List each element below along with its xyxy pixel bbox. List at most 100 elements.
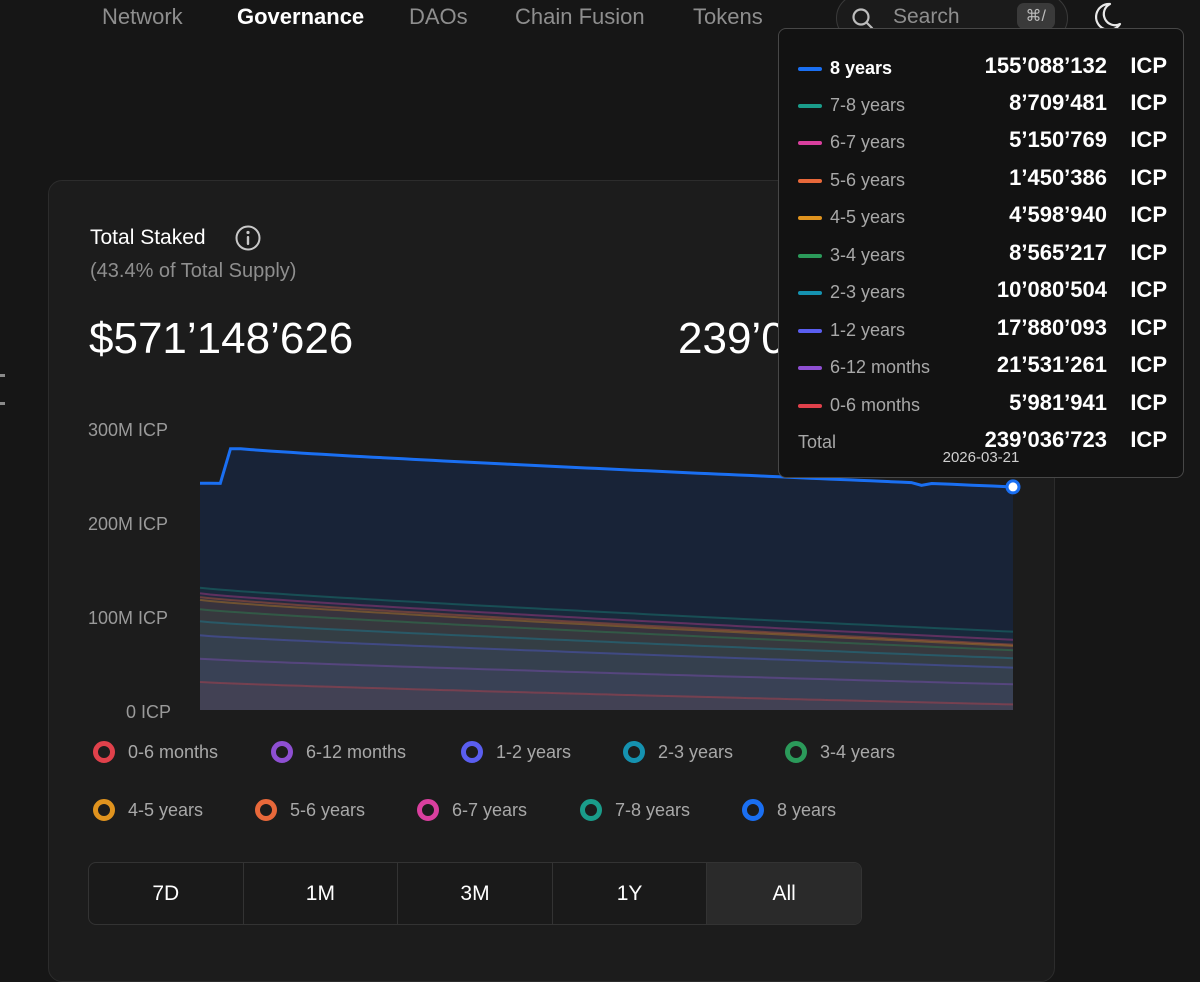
tooltip-unit: ICP [1130,90,1167,115]
series-line-1-2-years [199,634,1014,669]
tooltip-row: 6-12 months 21’531’261 ICP [779,352,1183,384]
legend-item-8-years[interactable]: 8 years [737,794,836,826]
legend-ring [93,799,115,821]
series-area-0-6-months [200,682,1013,710]
tooltip-value: 5’981’941 [1009,390,1107,415]
tooltip-swatch [798,291,822,295]
chart-tooltip: 8 years 155’088’132 ICP 7-8 years 8’709’… [778,28,1184,478]
legend-item-6-7-years[interactable]: 6-7 years [412,794,527,826]
legend-item-3-4-years[interactable]: 3-4 years [780,736,895,768]
side-indicator [0,374,5,377]
series-line-6-7-years [199,592,1014,641]
tooltip-label: 0-6 months [830,395,921,415]
search-shortcut-badge: ⌘/ [1016,3,1055,29]
staking-area-chart[interactable]: 300M ICP 200M ICP 100M ICP 0 ICP [80,410,1040,720]
tooltip-row: 2-3 years 10’080’504 ICP [779,277,1183,309]
tooltip-label: 2-3 years [830,282,906,302]
tooltip-row: 6-7 years 5’150’769 ICP [779,127,1183,159]
legend-ring [461,741,483,763]
legend-item-2-3-years[interactable]: 2-3 years [618,736,733,768]
legend-label: 7-8 years [615,799,691,820]
range-button-3m[interactable]: 3M [398,863,553,924]
series-area-6-12-months [200,658,1013,710]
legend-label: 5-6 years [290,799,366,820]
tooltip-unit: ICP [1130,202,1167,227]
series-line-2-3-years [199,620,1014,660]
hover-point [1005,479,1021,495]
legend-ring-icon [780,736,812,768]
series-line-8-years [199,447,1014,489]
y-tick-label: 200M ICP [88,514,168,534]
legend-ring-icon [412,794,444,826]
legend-item-4-5-years[interactable]: 4-5 years [88,794,203,826]
tooltip-label: 3-4 years [830,245,906,265]
tooltip-swatch [798,179,822,183]
tooltip-swatch [798,67,822,71]
legend-label: 8 years [777,799,837,820]
legend-ring [785,741,807,763]
legend-label: 1-2 years [496,741,572,762]
tooltip-total-unit: ICP [1130,427,1167,452]
tooltip-unit: ICP [1130,352,1167,377]
range-button-1m[interactable]: 1M [244,863,399,924]
legend-ring-icon [250,794,282,826]
series-line-7-8-years [199,586,1014,633]
tooltip-row: 4-5 years 4’598’940 ICP [779,202,1183,234]
tooltip-value: 4’598’940 [1009,202,1107,227]
legend-ring [623,741,645,763]
icp-value: 239’0 [678,314,786,363]
info-icon[interactable] [234,224,262,252]
tooltip-swatch [798,404,822,408]
range-button-1y[interactable]: 1Y [553,863,708,924]
side-indicator [0,402,5,405]
tooltip-value: 1’450’386 [1009,165,1107,190]
tooltip-row: 7-8 years 8’709’481 ICP [779,90,1183,122]
series-area-3-4-years [200,609,1013,710]
series-area-7-8-years [200,587,1013,710]
range-button-7d[interactable]: 7D [89,863,244,924]
tooltip-swatch [798,329,822,333]
legend-ring [93,741,115,763]
legend-ring [742,799,764,821]
y-tick-label: 100M ICP [88,608,168,628]
tooltip-value: 155’088’132 [984,53,1107,78]
legend-label: 4-5 years [128,799,204,820]
series-line-3-4-years [199,608,1014,652]
tooltip-label: 4-5 years [830,207,906,227]
legend-item-7-8-years[interactable]: 7-8 years [575,794,690,826]
tooltip-value: 8’709’481 [1009,90,1107,115]
legend-label: 6-12 months [306,741,407,762]
series-area-4-5-years [200,599,1013,710]
series-area-1-2-years [200,635,1013,710]
tooltip-value: 17’880’093 [996,315,1107,340]
range-button-all[interactable]: All [707,863,861,924]
nav-item-tokens[interactable]: Tokens [693,4,763,29]
tooltip-unit: ICP [1130,390,1167,415]
legend-item-5-6-years[interactable]: 5-6 years [250,794,365,826]
tooltip-label: 7-8 years [830,95,906,115]
tooltip-unit: ICP [1130,240,1167,265]
top-nav: Network Governance DAOs Chain Fusion Tok… [0,0,1200,42]
tooltip-row: 8 years 155’088’132 ICP [779,53,1183,85]
series-area-6-7-years [200,593,1013,710]
nav-item-chain-fusion[interactable]: Chain Fusion [515,4,645,29]
card-title: Total Staked [90,226,206,249]
tooltip-swatch [798,254,822,258]
legend-item-1-2-years[interactable]: 1-2 years [456,736,571,768]
legend-ring-icon [88,736,120,768]
tooltip-total-row: Total 239’036’723 ICP [779,427,1183,459]
nav-item-network[interactable]: Network [102,4,183,29]
legend-item-6-12-months[interactable]: 6-12 months [266,736,406,768]
legend-item-0-6-months[interactable]: 0-6 months [88,736,218,768]
y-tick-label: 300M ICP [88,420,168,440]
tooltip-value: 8’565’217 [1009,240,1107,265]
series-line-4-5-years [199,598,1014,647]
tooltip-label: 6-7 years [830,132,906,152]
usd-value: $571’148’626 [89,314,354,363]
nav-item-governance[interactable]: Governance [237,4,365,29]
tooltip-total-value: 239’036’723 [984,427,1107,452]
nav-item-daos[interactable]: DAOs [409,4,468,29]
legend-ring-icon [456,736,488,768]
legend-ring [271,741,293,763]
tooltip-row: 1-2 years 17’880’093 ICP [779,315,1183,347]
